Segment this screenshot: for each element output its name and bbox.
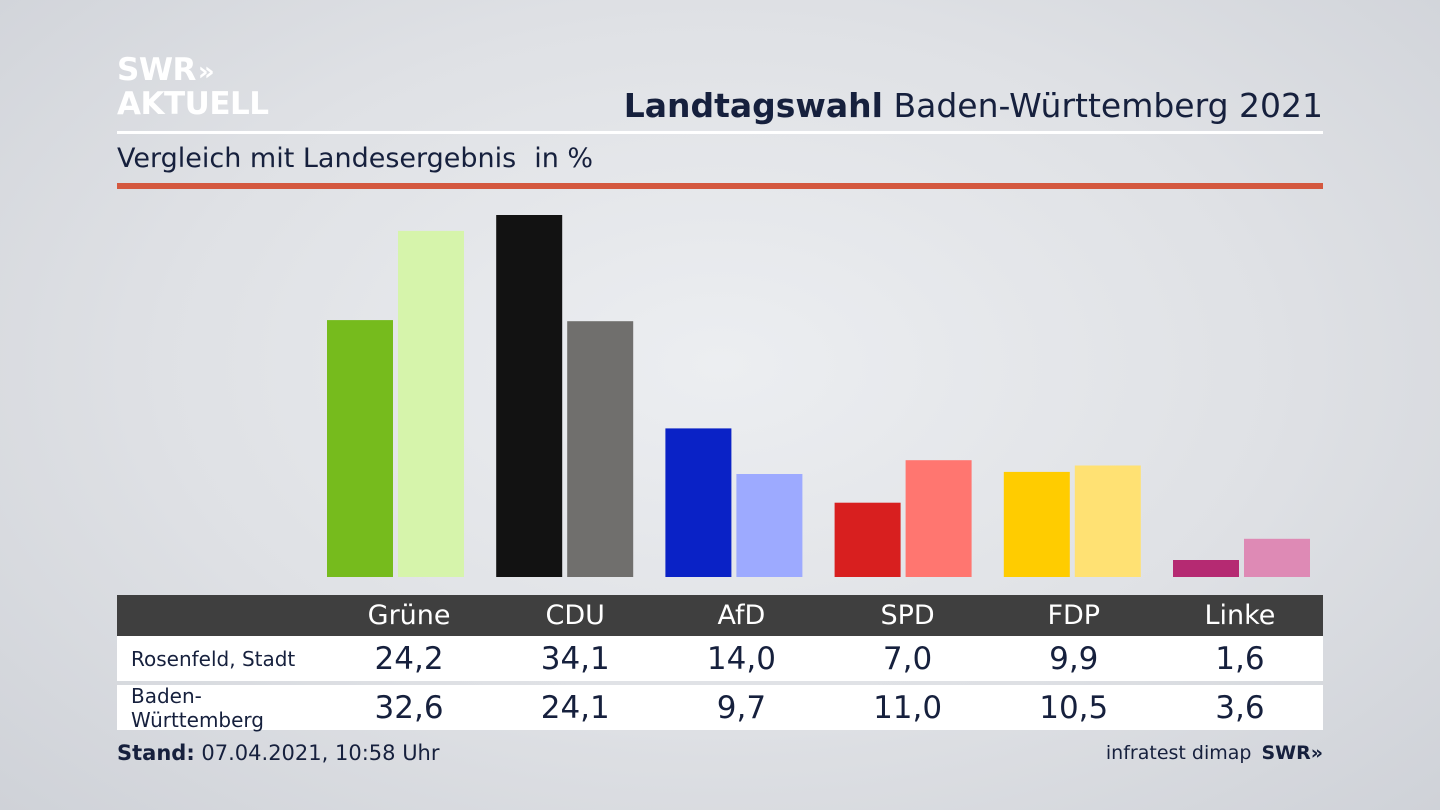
- page-title: Landtagswahl Baden-Württemberg 2021: [624, 86, 1323, 125]
- bar-linke-rosenfeld: [1173, 560, 1239, 577]
- table-row-baden-wuerttemberg: Baden-Württemberg 32,6 24,1 9,7 11,0 10,5 3,6: [117, 683, 1323, 732]
- value-cell-afd: 9,7: [716, 689, 767, 726]
- header-divider: [117, 131, 1323, 134]
- results-table: Grüne CDU AfD SPD FDP Linke Rosenfeld, Stadt …: [117, 595, 1323, 732]
- value-cell-fdp: 10,5: [1039, 689, 1109, 726]
- bar-cdu-rosenfeld: [496, 215, 563, 577]
- table-header: Grüne CDU AfD SPD FDP Linke: [117, 595, 1323, 636]
- stand-label: Stand:: [117, 741, 195, 765]
- source-text: infratest dimap: [1105, 742, 1252, 764]
- value-cell-linke: 3,6: [1215, 689, 1265, 726]
- source-credit: infratest dimap SWR»: [1106, 742, 1323, 764]
- swr-brand: SWR»: [1261, 742, 1323, 764]
- swr-aktuell-logo: SWR» AKTUELL: [117, 54, 269, 120]
- accent-rule: [117, 183, 1323, 189]
- title-rest: Baden-Württemberg 2021: [893, 86, 1323, 125]
- value-cell-linke: 1,6: [1215, 640, 1265, 677]
- bar-cdu-baden-wuerttemberg: [567, 321, 634, 577]
- table-row-rosenfeld: Rosenfeld, Stadt 24,2 34,1 14,0 7,0 9,9 1,6: [117, 636, 1323, 681]
- value-cell-cdu: 34,1: [540, 640, 610, 677]
- value-cell-grüne: 24,2: [374, 640, 444, 677]
- bar-afd-baden-wuerttemberg: [736, 474, 803, 577]
- timestamp: Stand: 07.04.2021, 10:58 Uhr: [117, 741, 440, 765]
- value-cell-cdu: 24,1: [540, 689, 610, 726]
- column-header-afd: AfD: [717, 600, 766, 631]
- stand-value: 07.04.2021, 10:58 Uhr: [201, 741, 440, 765]
- value-cell-fdp: 9,9: [1049, 640, 1099, 677]
- bar-spd-rosenfeld: [834, 502, 901, 577]
- row-label: Rosenfeld, Stadt: [131, 646, 296, 671]
- value-cell-spd: 7,0: [882, 640, 933, 677]
- bar-grüne-baden-wuerttemberg: [398, 230, 464, 577]
- bar-fdp-baden-wuerttemberg: [1074, 465, 1141, 577]
- bar-grüne-rosenfeld: [327, 320, 393, 577]
- value-cell-afd: 14,0: [706, 640, 776, 677]
- title-bold: Landtagswahl: [623, 86, 883, 125]
- value-cell-grüne: 32,6: [374, 689, 444, 726]
- logo-aktuell: AKTUELL: [117, 86, 269, 122]
- chart-subtitle: Vergleich mit Landesergebnis in %: [117, 143, 593, 174]
- bar-afd-rosenfeld: [665, 428, 732, 577]
- logo-swr: SWR: [117, 52, 196, 88]
- column-header-linke: Linke: [1204, 600, 1276, 631]
- bar-spd-baden-wuerttemberg: [905, 460, 972, 577]
- column-header-fdp: FDP: [1047, 600, 1101, 631]
- subtitle-text: Vergleich mit Landesergebnis: [117, 143, 517, 174]
- column-header-spd: SPD: [880, 600, 935, 631]
- column-header-grüne: Grüne: [367, 600, 451, 631]
- subtitle-unit: in %: [534, 143, 594, 174]
- bar-fdp-rosenfeld: [1003, 471, 1070, 577]
- bar-linke-baden-wuerttemberg: [1244, 538, 1310, 577]
- value-cell-spd: 11,0: [873, 689, 943, 726]
- table-header-empty: [117, 595, 326, 636]
- column-header-cdu: CDU: [545, 600, 605, 631]
- row-label: Baden-Württemberg: [131, 683, 264, 732]
